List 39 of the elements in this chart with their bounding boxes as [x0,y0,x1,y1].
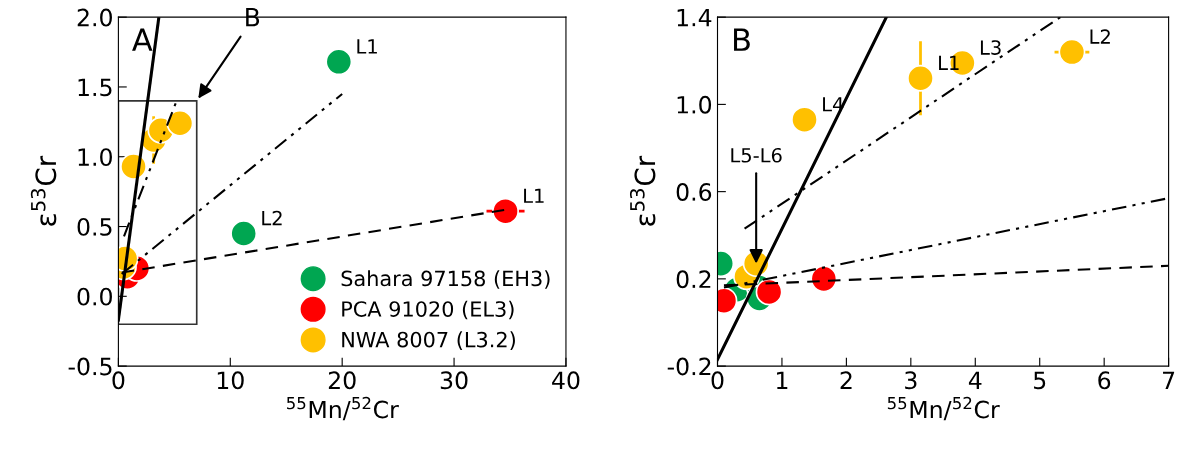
x-tick-label: 3 [905,371,917,390]
legend-label: NWA 8007 (L3.2) [342,331,515,350]
y-tick-label: 0.0 [77,287,112,306]
x-tick-label: 0 [711,371,724,390]
y-tick-label: 1.5 [78,78,112,97]
annotation: L1 [524,188,544,203]
x-axis-title: $^{55}$Mn/$^{52}$Cr [287,396,399,421]
x-tick-label: 20 [328,371,356,390]
y-tick-label: 1.0 [78,148,112,167]
x-tick-label: 5 [1034,371,1046,390]
legend-label: Sahara 97158 (EH3) [341,270,550,289]
legend-label: PCA 91020 (EL3) [342,300,514,320]
x-tick-label: 7 [1163,371,1175,389]
annotation: L5-L6 [731,147,782,163]
y-tick-label: 0.5 [77,217,112,236]
x-tick-label: 2 [840,371,852,389]
x-tick-label: 10 [217,371,244,390]
y-axis-title: ε$^{53}$Cr [30,155,57,226]
chart-title: A [132,28,153,51]
y-tick-label: 0.2 [676,270,711,289]
y-axis-title: ε$^{53}$Cr [629,155,656,226]
x-tick-label: 0 [112,371,125,390]
y-tick-label: -0.5 [68,357,112,376]
x-tick-label: 6 [1098,371,1111,390]
y-tick-label: -0.2 [667,357,711,376]
y-tick-label: 1.4 [677,8,712,27]
chart-title: B [734,28,750,51]
y-tick-label: 1.0 [677,95,712,114]
x-tick-label: 30 [440,371,468,390]
annotation: L3 [980,40,1001,55]
x-tick-label: 40 [552,371,580,390]
x-axis-title: $^{55}$Mn/$^{52}$Cr [887,396,1000,421]
x-tick-label: 4 [968,371,982,389]
y-tick-label: 0.6 [676,183,712,201]
x-tick-label: 1 [777,371,788,389]
annotation: L1 [357,39,377,54]
y-tick-label: 2.0 [77,8,112,27]
annotation: L2 [262,210,282,226]
annotation: L2 [1090,29,1110,44]
